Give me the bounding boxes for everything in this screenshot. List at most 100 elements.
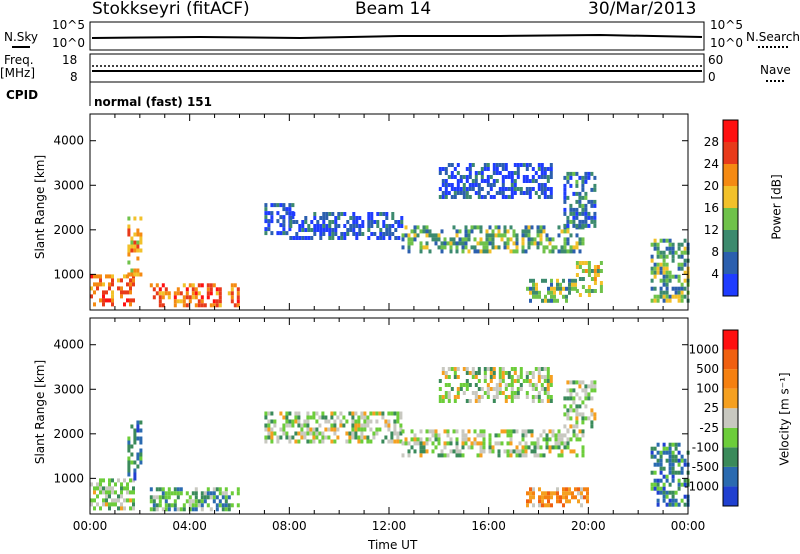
data-cell xyxy=(123,506,126,511)
data-cell xyxy=(459,191,463,195)
data-cell xyxy=(120,286,123,291)
data-cell xyxy=(483,391,487,395)
colorbar-segment xyxy=(723,349,738,370)
data-cell xyxy=(563,187,567,192)
data-cell xyxy=(123,290,126,295)
data-cell xyxy=(322,220,326,224)
data-cell xyxy=(291,435,295,440)
data-cell xyxy=(529,298,532,303)
data-cell xyxy=(532,286,535,291)
data-cell xyxy=(419,229,423,234)
data-cell xyxy=(194,303,198,308)
data-cell xyxy=(596,265,600,269)
data-cell xyxy=(401,233,405,238)
data-cell xyxy=(111,274,114,279)
data-cell xyxy=(683,250,687,255)
data-cell xyxy=(456,187,460,191)
data-cell xyxy=(330,427,334,432)
data-cell xyxy=(465,195,469,199)
data-cell xyxy=(120,506,123,511)
data-cell xyxy=(674,290,678,295)
data-cell xyxy=(477,371,481,375)
data-cell xyxy=(590,289,594,293)
data-cell xyxy=(206,295,210,300)
data-cell xyxy=(474,175,478,179)
data-cell xyxy=(480,187,484,191)
data-cell xyxy=(108,506,111,511)
data-cell xyxy=(507,195,511,199)
data-cell xyxy=(471,179,475,183)
data-cell xyxy=(544,298,547,303)
data-cell xyxy=(485,233,489,238)
data-cell xyxy=(102,498,105,503)
data-cell xyxy=(539,225,543,230)
data-cell xyxy=(659,470,663,475)
data-cell xyxy=(298,228,302,232)
data-cell xyxy=(480,179,484,183)
data-cell xyxy=(267,219,271,224)
data-cell xyxy=(224,499,228,504)
data-cell xyxy=(668,470,672,475)
data-cell xyxy=(683,294,687,299)
data-cell xyxy=(474,191,478,195)
data-cell xyxy=(668,458,672,463)
data-cell xyxy=(197,499,201,504)
data-cell xyxy=(593,380,597,385)
data-cell xyxy=(550,290,553,295)
data-cell xyxy=(139,420,143,425)
data-cell xyxy=(593,273,597,277)
data-cell xyxy=(519,187,523,191)
data-cell xyxy=(482,241,486,246)
data-cell xyxy=(529,290,532,295)
data-cell xyxy=(479,453,483,458)
data-cell xyxy=(550,286,553,291)
data-cell xyxy=(378,427,382,432)
data-cell xyxy=(575,273,579,277)
data-cell xyxy=(352,224,356,228)
data-cell xyxy=(361,232,365,236)
data-cell xyxy=(465,399,469,403)
data-cell xyxy=(167,491,171,496)
data-cell xyxy=(546,175,550,179)
data-cell xyxy=(114,498,117,503)
data-cell xyxy=(488,445,492,450)
data-cell xyxy=(456,367,460,371)
data-cell xyxy=(653,286,657,291)
data-cell xyxy=(173,295,177,300)
data-cell xyxy=(437,245,441,250)
data-cell xyxy=(525,191,529,195)
data-cell xyxy=(126,482,129,487)
data-cell xyxy=(407,233,411,238)
data-cell xyxy=(297,411,301,416)
data-cell xyxy=(393,419,397,424)
data-cell xyxy=(397,224,401,228)
data-cell xyxy=(328,236,332,240)
data-cell xyxy=(590,203,594,208)
data-cell xyxy=(521,245,525,250)
data-cell xyxy=(182,283,186,288)
data-cell xyxy=(510,171,514,175)
data-cell xyxy=(553,286,556,291)
data-cell xyxy=(300,427,304,432)
data-cell xyxy=(444,195,448,199)
data-cell xyxy=(498,391,502,395)
data-cell xyxy=(574,278,577,283)
data-cell xyxy=(349,224,353,228)
data-cell xyxy=(483,379,487,383)
data-cell xyxy=(126,486,129,491)
data-cell xyxy=(304,220,308,224)
data-cell xyxy=(587,392,591,397)
data-cell xyxy=(683,262,687,267)
data-cell xyxy=(542,437,546,442)
data-cell xyxy=(440,453,444,458)
data-cell xyxy=(575,199,579,204)
data-cell xyxy=(282,427,286,432)
data-cell xyxy=(90,294,93,299)
data-cell xyxy=(93,490,96,495)
data-cell xyxy=(136,256,140,261)
data-cell xyxy=(536,241,540,246)
data-cell xyxy=(206,503,210,508)
data-cell xyxy=(581,420,585,425)
data-cell xyxy=(167,295,171,300)
data-cell xyxy=(373,220,377,224)
